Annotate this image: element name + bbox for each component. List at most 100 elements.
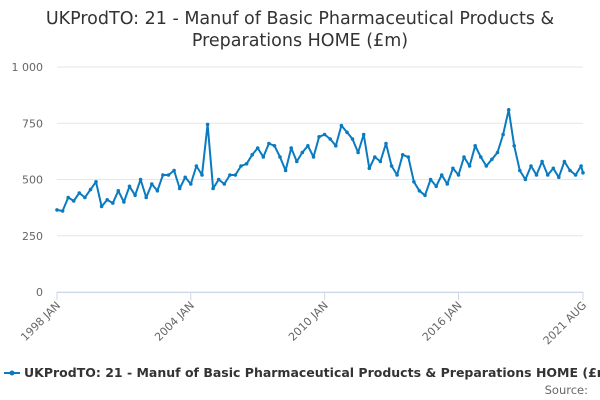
data-point[interactable] [66,195,70,200]
data-point[interactable] [172,168,176,173]
data-point[interactable] [484,164,489,168]
data-point[interactable] [250,153,254,157]
data-point[interactable] [373,155,377,159]
data-point[interactable] [367,166,372,171]
data-point[interactable] [166,173,171,177]
legend[interactable]: UKProdTO: 21 - Manuf of Basic Pharmaceut… [4,365,600,380]
data-point[interactable] [423,193,427,198]
data-point[interactable] [417,189,422,193]
data-point[interactable] [278,155,282,159]
data-point[interactable] [495,150,500,155]
data-point[interactable] [479,155,483,159]
data-point[interactable] [395,173,399,177]
data-point[interactable] [138,177,143,182]
data-point[interactable] [334,144,338,148]
data-point[interactable] [579,164,583,168]
data-point[interactable] [501,132,505,137]
data-point[interactable] [116,189,121,193]
data-point[interactable] [545,173,550,177]
data-point[interactable] [445,182,450,186]
data-point[interactable] [434,184,439,189]
data-point[interactable] [122,200,126,204]
data-point[interactable] [300,150,305,155]
data-point[interactable] [356,150,360,155]
data-point[interactable] [506,108,511,112]
data-point[interactable] [311,155,316,159]
data-point[interactable] [473,144,478,148]
data-point[interactable] [216,177,221,182]
data-point[interactable] [99,204,104,209]
data-point[interactable] [205,122,210,127]
data-point[interactable] [389,164,394,168]
data-point[interactable] [406,155,411,159]
data-point[interactable] [557,175,561,180]
data-point[interactable] [155,189,160,193]
data-point[interactable] [177,186,182,191]
data-point[interactable] [339,123,344,128]
data-point[interactable] [322,132,327,137]
data-point[interactable] [183,175,187,180]
data-point[interactable] [127,184,132,189]
data-point[interactable] [88,187,93,192]
data-point[interactable] [490,157,494,162]
data-point[interactable] [211,186,215,191]
data-point[interactable] [228,173,232,177]
data-point[interactable] [378,159,383,164]
data-point[interactable] [573,173,578,177]
data-point[interactable] [562,159,567,164]
data-point[interactable] [451,166,455,171]
data-point[interactable] [534,173,539,177]
data-point[interactable] [295,159,299,164]
data-point[interactable] [328,137,333,141]
data-point[interactable] [518,168,522,173]
data-point[interactable] [439,173,444,177]
data-point[interactable] [189,182,193,186]
data-point[interactable] [233,173,238,177]
data-point[interactable] [150,182,154,186]
data-point[interactable] [350,137,355,141]
data-point[interactable] [345,130,349,135]
data-point[interactable] [317,135,321,139]
data-point[interactable] [161,173,165,177]
data-point[interactable] [133,193,137,198]
data-point[interactable] [77,191,82,195]
data-point[interactable] [540,159,544,164]
data-point[interactable] [400,153,405,157]
data-point[interactable] [456,173,461,177]
data-point[interactable] [428,177,433,182]
data-point[interactable] [71,199,76,203]
data-point[interactable] [94,180,98,184]
data-point[interactable] [261,155,266,159]
data-point[interactable] [551,166,556,171]
data-point[interactable] [239,164,243,168]
data-point[interactable] [267,141,271,146]
data-point[interactable] [384,141,388,146]
data-point[interactable] [83,195,87,200]
data-point[interactable] [462,155,466,159]
data-point[interactable] [222,182,227,186]
data-point[interactable] [144,195,148,200]
legend-entry[interactable]: UKProdTO: 21 - Manuf of Basic Pharmaceut… [24,365,600,380]
data-point[interactable] [105,198,109,202]
x-tick-label: 2016 JAN [420,299,465,344]
data-point[interactable] [60,209,65,213]
data-point[interactable] [289,146,294,150]
data-point[interactable] [306,144,310,148]
data-point[interactable] [512,144,516,148]
data-point[interactable] [568,168,572,173]
data-point[interactable] [244,162,249,166]
data-point[interactable] [111,201,115,205]
data-point[interactable] [467,164,472,168]
data-point[interactable] [283,168,288,173]
x-tick-label: 1998 JAN [18,299,63,344]
data-point[interactable] [361,132,366,137]
data-point[interactable] [55,208,59,212]
data-point[interactable] [200,173,204,177]
data-point[interactable] [523,177,528,182]
data-point[interactable] [255,146,260,150]
data-point[interactable] [194,164,199,168]
data-point[interactable] [529,164,533,168]
data-point[interactable] [581,171,585,175]
data-point[interactable] [412,180,416,184]
data-point[interactable] [272,144,277,148]
